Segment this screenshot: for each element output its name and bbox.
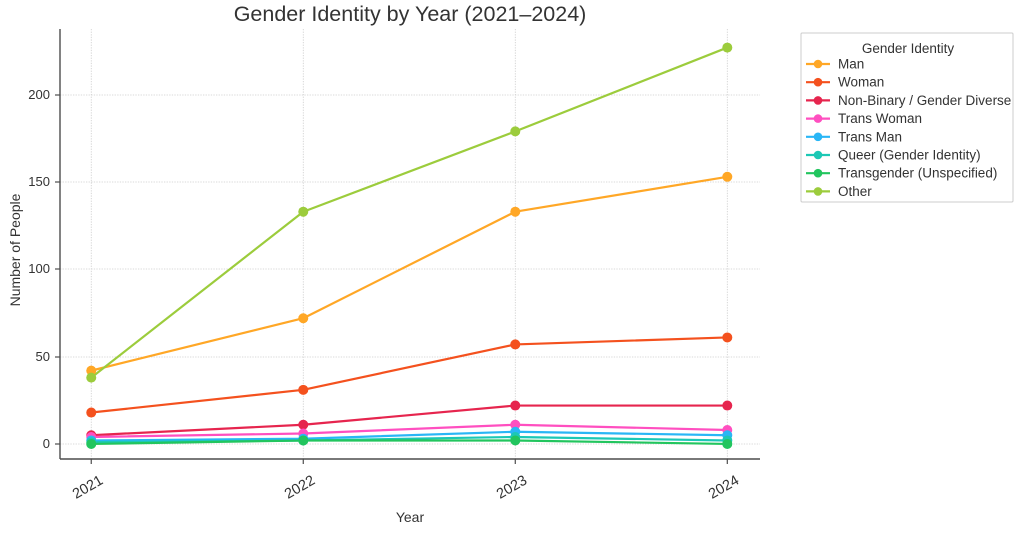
svg-text:Other: Other bbox=[838, 184, 872, 199]
svg-text:Woman: Woman bbox=[838, 75, 884, 90]
svg-text:Transgender (Unspecified): Transgender (Unspecified) bbox=[838, 166, 997, 181]
svg-text:Trans Man: Trans Man bbox=[838, 129, 902, 144]
svg-text:Man: Man bbox=[838, 57, 864, 72]
svg-text:Queer (Gender Identity): Queer (Gender Identity) bbox=[838, 148, 981, 163]
svg-text:Non-Binary / Gender Diverse: Non-Binary / Gender Diverse bbox=[838, 93, 1011, 108]
svg-text:Trans Woman: Trans Woman bbox=[838, 111, 922, 126]
svg-text:Gender Identity: Gender Identity bbox=[862, 41, 955, 56]
